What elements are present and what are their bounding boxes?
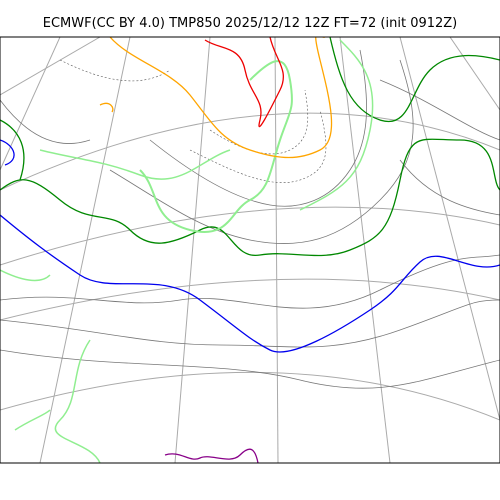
temperature-contours: [0, 37, 500, 463]
map-frame: [0, 36, 500, 464]
map-layers: [0, 37, 500, 463]
graticule: [0, 37, 500, 463]
map-title: ECMWF(CC BY 4.0) TMP850 2025/12/12 12Z F…: [42, 16, 458, 31]
isobars: [0, 49, 500, 389]
